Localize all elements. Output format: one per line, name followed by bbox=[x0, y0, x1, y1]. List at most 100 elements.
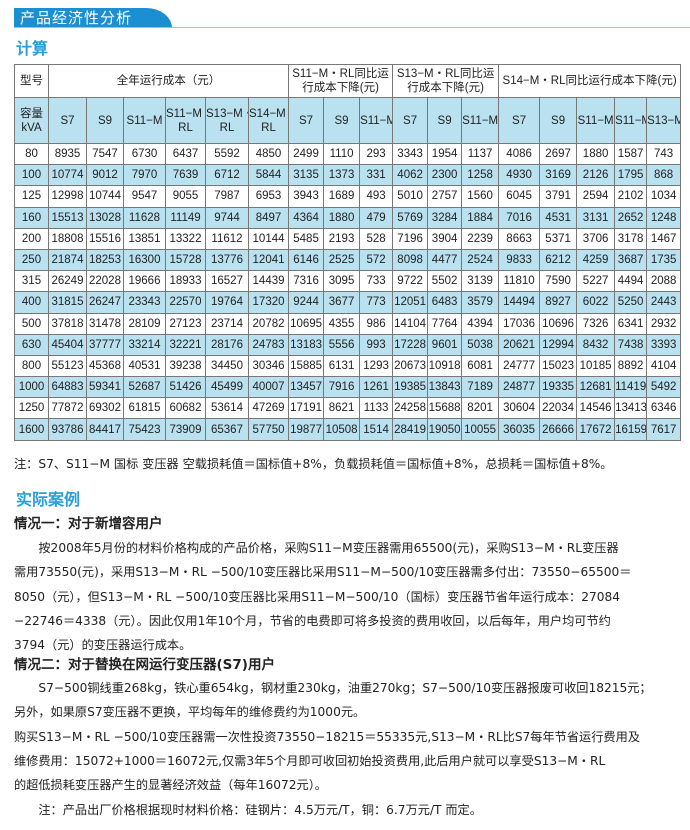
table-cell: 293 bbox=[359, 142, 394, 166]
table-cell: 19666 bbox=[123, 270, 166, 293]
table-cell: 733 bbox=[359, 270, 394, 293]
table-cell: 16159 bbox=[614, 418, 648, 441]
table-cell: 3687 bbox=[614, 248, 648, 272]
table-cell: 1034 bbox=[646, 185, 682, 208]
table-cell: 17672 bbox=[576, 418, 616, 441]
table-cell: 6437 bbox=[165, 142, 206, 166]
table-cell: 9744 bbox=[205, 206, 249, 229]
header-s11-savings: S11−M・RL同比运行成本下降(元) bbox=[288, 64, 394, 98]
table-row: 1000 64883 59341 52687 51426 45499 40007 13457 7… bbox=[14, 376, 682, 399]
table-cell: 8621 bbox=[323, 397, 361, 420]
table-cell: 3904 bbox=[427, 227, 463, 250]
table-cell: 5502 bbox=[427, 270, 463, 293]
table-cell: 39238 bbox=[165, 354, 206, 378]
table-cell: 10508 bbox=[323, 418, 361, 441]
table-cell: 20621 bbox=[498, 333, 541, 356]
table-cell: 13851 bbox=[123, 227, 166, 250]
capacity-cell: 500 bbox=[14, 312, 49, 335]
table-cell: 37777 bbox=[86, 333, 124, 356]
table-cell: 9244 bbox=[288, 291, 325, 314]
table-cell: 69302 bbox=[86, 397, 124, 420]
table-cell: 773 bbox=[359, 291, 394, 314]
economics-table: 型号 全年运行成本（元） S11−M・RL同比运行成本下降(元) S13−M・R… bbox=[14, 64, 682, 441]
capacity-cell: 80 bbox=[14, 142, 49, 166]
table-cell: 36035 bbox=[498, 418, 541, 441]
table-cell: 73909 bbox=[165, 418, 206, 441]
column-header: S7 bbox=[48, 97, 87, 144]
table-cell: 4104 bbox=[646, 354, 682, 378]
table-subheader-row: 容量kVA S7S9S11−MS11−M・RLS13−M・RLS14−M・RLS… bbox=[14, 97, 682, 144]
table-cell: 11149 bbox=[165, 206, 206, 229]
table-cell: 2652 bbox=[614, 206, 648, 229]
table-cell: 9833 bbox=[498, 248, 541, 272]
table-cell: 2594 bbox=[576, 185, 616, 208]
capacity-cell: 100 bbox=[14, 164, 49, 187]
table-cell: 8432 bbox=[576, 333, 616, 356]
table-cell: 10144 bbox=[247, 227, 290, 250]
table-cell: 1467 bbox=[646, 227, 682, 250]
table-cell: 19385 bbox=[392, 376, 429, 399]
paragraph-line: 的超低损耗变压器产生的显著经济效益（每年16072元）。 bbox=[14, 778, 327, 793]
table-cell: 61815 bbox=[123, 397, 166, 420]
table-cell: 5769 bbox=[392, 206, 429, 229]
table-cell: 30604 bbox=[498, 397, 541, 420]
table-cell: 21874 bbox=[48, 248, 87, 272]
table-cell: 75423 bbox=[123, 418, 166, 441]
table-cell: 27123 bbox=[165, 312, 206, 335]
paragraph-line: −22746＝4338（元）。因此仅用1年10个月，节省的电费即可将多投资的费用… bbox=[14, 613, 611, 628]
table-cell: 12994 bbox=[539, 333, 578, 356]
table-cell: 22028 bbox=[86, 270, 124, 293]
table-cell: 6022 bbox=[576, 291, 616, 314]
table-cell: 1880 bbox=[576, 142, 616, 166]
table-cell: 26249 bbox=[48, 270, 87, 293]
table-cell: 8201 bbox=[461, 397, 500, 420]
table-cell: 3706 bbox=[576, 227, 616, 250]
column-header: S9 bbox=[427, 97, 463, 144]
table-cell: 2757 bbox=[427, 185, 463, 208]
table-cell: 10695 bbox=[288, 312, 325, 335]
table-cell: 52687 bbox=[123, 376, 166, 399]
table-cell: 7016 bbox=[498, 206, 541, 229]
paragraph-line: 按2008年5月份的材料价格构成的产品价格，采购S11−M变压器需用65500(… bbox=[14, 541, 619, 555]
table-row: 1250 77872 69302 61815 60682 53614 47269 17191 8… bbox=[14, 397, 682, 420]
table-cell: 6953 bbox=[247, 185, 290, 208]
table-cell: 6483 bbox=[427, 291, 463, 314]
table-cell: 7189 bbox=[461, 376, 500, 399]
column-header: S11−M.RL bbox=[614, 97, 648, 144]
table-cell: 32221 bbox=[165, 333, 206, 356]
header-capacity: 容量kVA bbox=[14, 97, 49, 144]
table-cell: 16527 bbox=[205, 270, 249, 293]
column-header: S7 bbox=[498, 97, 541, 144]
capacity-cell: 1600 bbox=[14, 418, 49, 441]
table-cell: 8935 bbox=[48, 142, 87, 166]
table-cell: 3284 bbox=[427, 206, 463, 229]
table-cell: 7970 bbox=[123, 164, 166, 187]
table-cell: 7764 bbox=[427, 312, 463, 335]
table-cell: 6730 bbox=[123, 142, 166, 166]
table-cell: 31478 bbox=[86, 312, 124, 335]
table-cell: 10055 bbox=[461, 418, 500, 441]
table-cell: 5592 bbox=[205, 142, 249, 166]
table-cell: 19335 bbox=[539, 376, 578, 399]
table-cell: 12041 bbox=[247, 248, 290, 272]
table-cell: 14494 bbox=[498, 291, 541, 314]
table-cell: 45404 bbox=[48, 333, 87, 356]
table-row: 80 8935 7547 6730 6437 5592 4850 2499 1110 293 334… bbox=[14, 142, 682, 166]
table-cell: 19764 bbox=[205, 291, 249, 314]
table-cell: 7617 bbox=[646, 418, 682, 441]
table-cell: 24777 bbox=[498, 354, 541, 378]
capacity-cell: 630 bbox=[14, 333, 49, 356]
table-cell: 9722 bbox=[392, 270, 429, 293]
table-cell: 5227 bbox=[576, 270, 616, 293]
table-cell: 14546 bbox=[576, 397, 616, 420]
table-cell: 2239 bbox=[461, 227, 500, 250]
table-cell: 7547 bbox=[86, 142, 124, 166]
table-cell: 17320 bbox=[247, 291, 290, 314]
column-header: S9 bbox=[323, 97, 361, 144]
table-cell: 13776 bbox=[205, 248, 249, 272]
table-row: 160 15513 13028 11628 11149 9744 8497 4364 1880 4… bbox=[14, 206, 682, 229]
table-cell: 10774 bbox=[48, 164, 87, 187]
table-cell: 15688 bbox=[427, 397, 463, 420]
table-cell: 4355 bbox=[323, 312, 361, 335]
table-row: 315 26249 22028 19666 18933 16527 14439 7316 309… bbox=[14, 270, 682, 293]
